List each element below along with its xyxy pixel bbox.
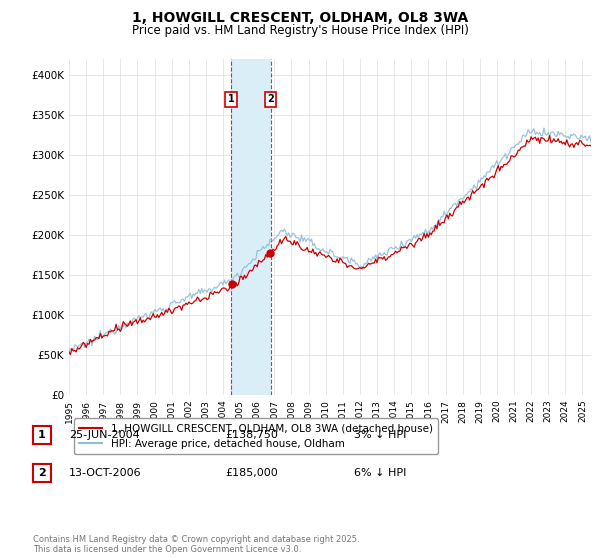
Text: £138,750: £138,750 <box>225 430 278 440</box>
Text: 25-JUN-2004: 25-JUN-2004 <box>69 430 140 440</box>
Text: 3% ↓ HPI: 3% ↓ HPI <box>354 430 406 440</box>
Text: 2: 2 <box>267 94 274 104</box>
Text: 6% ↓ HPI: 6% ↓ HPI <box>354 468 406 478</box>
Text: 13-OCT-2006: 13-OCT-2006 <box>69 468 142 478</box>
Text: 1: 1 <box>38 430 46 440</box>
Text: 1, HOWGILL CRESCENT, OLDHAM, OL8 3WA: 1, HOWGILL CRESCENT, OLDHAM, OL8 3WA <box>132 11 468 25</box>
Bar <box>231 59 271 395</box>
Legend: 1, HOWGILL CRESCENT, OLDHAM, OL8 3WA (detached house), HPI: Average price, detac: 1, HOWGILL CRESCENT, OLDHAM, OL8 3WA (de… <box>74 418 438 454</box>
Text: 2: 2 <box>38 468 46 478</box>
Text: 1: 1 <box>228 94 235 104</box>
Text: Price paid vs. HM Land Registry's House Price Index (HPI): Price paid vs. HM Land Registry's House … <box>131 24 469 37</box>
Text: Contains HM Land Registry data © Crown copyright and database right 2025.
This d: Contains HM Land Registry data © Crown c… <box>33 535 359 554</box>
Text: £185,000: £185,000 <box>225 468 278 478</box>
